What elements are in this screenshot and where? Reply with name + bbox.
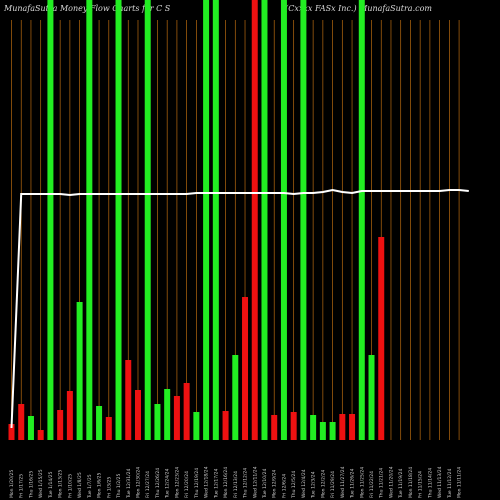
x-tick-label: Fri 1/10/25 (67, 474, 73, 498)
x-tick-label: Tue 12/31/24 (126, 469, 132, 499)
bar-19 (183, 383, 190, 440)
x-tick-label: Thu 1/2/25 (116, 473, 122, 499)
x-tick-label: Wed 12/4/24 (301, 469, 307, 498)
bar-25 (242, 297, 249, 440)
x-tick-label: Thu 12/19/24 (194, 468, 200, 499)
bar-28 (271, 415, 278, 440)
bar-12 (115, 0, 122, 440)
x-tick-label: Fri 1/17/25 (19, 474, 25, 498)
x-tick-label: Mon 12/23/24 (174, 467, 180, 498)
bar-5 (47, 0, 54, 440)
x-tick-label: Fri 11/29/24 (330, 471, 336, 498)
x-tick-label: Mon 12/2/24 (320, 470, 326, 498)
x-tick-label: Thu 12/12/24 (243, 468, 249, 499)
x-tick-label: Wed 11/13/24 (437, 466, 443, 498)
x-tick-label: Mon 1/13/25 (58, 470, 64, 498)
bar-21 (203, 0, 210, 440)
x-tick-label: Wed 11/27/24 (340, 466, 346, 498)
bar-13 (125, 360, 132, 440)
bar-4 (37, 430, 44, 440)
x-tick-label: Mon 12/16/24 (223, 467, 229, 498)
bar-3 (27, 416, 34, 440)
x-tick-label: Fri 12/27/24 (145, 471, 151, 498)
x-tick-label: Mon 12/30/24 (135, 467, 141, 498)
bar-23 (222, 411, 229, 440)
bar-7 (66, 391, 73, 440)
bar-16 (154, 404, 161, 440)
bar-37 (358, 0, 365, 440)
bar-2 (18, 404, 25, 440)
x-tick-label: Tue 11/12/24 (447, 469, 453, 499)
x-tick-label: Tue 12/24/24 (165, 469, 171, 499)
bar-layer (8, 0, 385, 440)
x-label-layer: Mon 1/20/25 Fri 1/17/25 Thu 1/16/25 Wed 1/1… (9, 466, 463, 499)
bar-22 (212, 0, 219, 440)
bar-10 (96, 406, 103, 440)
x-tick-label: Fri 11/22/24 (369, 471, 375, 498)
x-tick-label: Tue 12/10/24 (262, 469, 268, 499)
bar-11 (105, 417, 112, 440)
x-tick-label: Mon 1/20/25 (9, 470, 15, 498)
x-tick-label: Wed 12/11/24 (252, 466, 258, 498)
x-tick-label: Mon 11/18/24 (408, 467, 414, 498)
x-tick-label: Thu 11/21/24 (379, 468, 385, 499)
x-tick-label: Fri 1/3/25 (106, 477, 112, 498)
x-tick-label: Tue 1/14/25 (48, 471, 54, 499)
bar-20 (193, 412, 200, 440)
x-tick-label: Thu 12/5/24 (291, 471, 297, 499)
bar-29 (280, 0, 287, 440)
x-tick-label: Mon 12/9/24 (272, 470, 278, 498)
bar-38 (368, 355, 375, 440)
bar-36 (349, 414, 356, 440)
bar-30 (290, 412, 297, 440)
x-tick-label: Mon 11/25/24 (359, 467, 365, 498)
bar-14 (134, 390, 141, 440)
x-tick-label: Mon 1/6/25 (97, 472, 103, 498)
x-tick-label: Tue 12/17/24 (213, 469, 219, 499)
x-tick-label: Mon 11/11/24 (457, 467, 463, 498)
bar-32 (310, 415, 317, 440)
bar-27 (261, 0, 268, 440)
bar-33 (319, 422, 326, 440)
x-tick-label: Tue 12/3/24 (311, 471, 317, 499)
bar-6 (57, 410, 64, 440)
x-tick-label: Wed 1/15/25 (38, 469, 44, 498)
bar-8 (76, 302, 83, 440)
x-tick-label: Tue 11/19/24 (398, 469, 404, 499)
x-tick-label: Thu 12/26/24 (155, 468, 161, 499)
x-tick-label: Fri 12/20/24 (184, 471, 190, 498)
x-tick-label: Thu 11/14/24 (427, 468, 433, 499)
bar-34 (329, 422, 336, 440)
x-tick-label: Fri 12/13/24 (233, 471, 239, 498)
bar-24 (232, 355, 239, 440)
x-tick-label: Fri 12/6/24 (281, 474, 287, 498)
bar-17 (164, 389, 171, 440)
x-tick-label: Tue 1/7/25 (87, 474, 93, 499)
bar-26 (251, 0, 258, 440)
line-layer (10, 188, 469, 429)
bar-31 (300, 0, 307, 440)
x-tick-label: Thu 1/16/25 (28, 471, 34, 499)
x-tick-label: Wed 1/8/25 (77, 472, 83, 498)
bar-9 (86, 0, 93, 440)
bar-39 (378, 237, 385, 440)
x-tick-label: Wed 12/18/24 (204, 466, 210, 498)
x-tick-label: Wed 11/20/24 (388, 466, 394, 498)
bar-1 (8, 424, 15, 440)
money-flow-line (10, 188, 469, 429)
bar-35 (339, 414, 346, 440)
x-tick-label: Tue 11/26/24 (350, 469, 356, 499)
bar-18 (173, 396, 180, 440)
bar-15 (144, 0, 151, 440)
site-credit: (Cxxxx FASx Inc.) MunafaSutra.com (285, 4, 432, 13)
x-tick-label: Fri 11/15/24 (418, 471, 424, 498)
